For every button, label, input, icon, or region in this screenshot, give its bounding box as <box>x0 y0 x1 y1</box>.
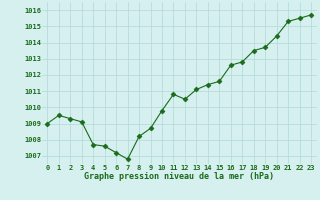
X-axis label: Graphe pression niveau de la mer (hPa): Graphe pression niveau de la mer (hPa) <box>84 172 274 181</box>
